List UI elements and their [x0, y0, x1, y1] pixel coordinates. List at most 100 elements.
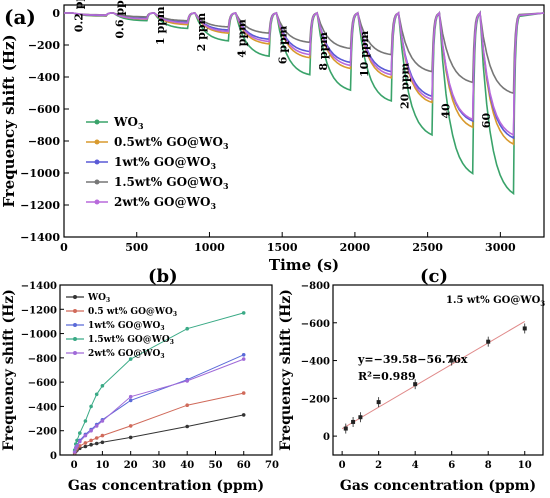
data-point-c [351, 419, 356, 424]
data-point-b [78, 444, 82, 448]
y-tick-label-b: 0 [50, 451, 57, 462]
y-tick-label-b: −600 [28, 378, 57, 389]
y-tick-label-b: −1200 [21, 305, 57, 316]
event-label-a: 1 ppm [154, 6, 167, 45]
y-axis-label-c: Frequency shift (Hz) [278, 289, 294, 451]
event-label-a: 4 ppm [236, 19, 249, 58]
y-tick-label-a: −800 [28, 135, 61, 148]
event-label-a: 40 [439, 103, 452, 119]
x-axis-label-c: Gas concentration (ppm) [340, 478, 536, 494]
event-label-a: 0.6 ppm [114, 0, 127, 39]
panel-c: 0 2 4 6 8 10 0 −200 −400 −600 −800 Gas concentratio… [278, 281, 545, 494]
data-point-b [89, 404, 93, 409]
data-point-b [100, 440, 105, 445]
x-tick-label-a: 2000 [340, 241, 371, 254]
data-point-b [185, 424, 189, 429]
legend-label-b: WO3 [87, 293, 110, 304]
data-point-b [78, 431, 82, 435]
y-tick-label-a: −1000 [20, 167, 60, 180]
y-axis-label-b: Frequency shift (Hz) [1, 289, 17, 451]
x-tick-label-b: 20 [124, 460, 138, 471]
series-line-b [74, 414, 244, 454]
x-tick-label-c: 2 [375, 460, 382, 471]
series-line-b [74, 312, 244, 451]
data-point-b [100, 419, 105, 423]
event-label-a: 6 ppm [276, 25, 289, 64]
data-point-b [83, 433, 88, 438]
data-point-b [241, 353, 246, 357]
data-point-b [83, 444, 88, 449]
y-tick-label-b: −800 [28, 354, 57, 365]
legend-label-a: 2wt% GO@WO3 [114, 195, 216, 211]
legend-marker-a [94, 119, 100, 125]
panel-a: 0 500 1000 1500 2000 2500 3000 0 −200 −400 −600 −80… [0, 0, 545, 274]
x-tick-label-a: 3000 [485, 241, 516, 254]
data-point-b [83, 419, 88, 423]
panel-label-b: (b) [148, 266, 178, 287]
y-tick-label-c: −800 [301, 281, 330, 292]
x-tick-label-b: 0 [71, 460, 78, 471]
y-tick-label-b: −200 [28, 427, 57, 438]
x-tick-label-c: 0 [339, 460, 346, 471]
data-point-b [72, 450, 77, 454]
plot-frame-a [63, 4, 545, 238]
y-tick-label-a: −1200 [20, 199, 60, 212]
data-point-c [343, 426, 348, 431]
y-axis-label-a: Frequency shift (Hz) [0, 34, 18, 207]
data-point-b [128, 394, 133, 399]
x-tick-label-b: 30 [152, 460, 166, 471]
plot-frame-c [332, 284, 544, 456]
x-tick-label-a: 500 [125, 241, 148, 254]
data-point-c [413, 382, 418, 387]
y-tick-label-b: −1400 [21, 281, 57, 292]
data-point-b [128, 357, 133, 361]
series-line-b [74, 358, 244, 453]
y-tick-label-c: −600 [301, 319, 330, 330]
data-point-b [128, 435, 133, 440]
legend-marker-a [94, 159, 100, 165]
legend-marker-b [73, 309, 77, 313]
event-label-a: 10 ppm [358, 30, 371, 77]
data-point-b [94, 441, 99, 446]
x-tick-label-c: 6 [448, 460, 455, 471]
data-point-b [241, 357, 246, 361]
data-point-b [241, 391, 246, 395]
event-label-a: 2 ppm [195, 13, 208, 52]
data-point-b [241, 413, 246, 417]
panel-b: 0 10 20 30 40 50 60 70 0 −200 −400 −600 −800 −1000 −12… [1, 281, 279, 494]
legend-marker-a [94, 199, 100, 205]
data-point-b [100, 433, 105, 438]
series-line-a [64, 10, 545, 137]
data-point-b [83, 441, 88, 445]
y-tick-label-b: −1000 [21, 330, 57, 341]
x-tick-label-a: 0 [60, 241, 68, 254]
x-tick-label-a: 1000 [194, 241, 225, 254]
data-point-b [100, 384, 105, 388]
legend-marker-b [73, 323, 77, 327]
x-tick-label-a: 1500 [267, 241, 298, 254]
data-point-b [94, 436, 99, 440]
data-point-b [89, 428, 93, 433]
legend-label-a: 1.5wt% GO@WO3 [114, 175, 229, 191]
legend-label-a: 0.5wt% GO@WO3 [114, 135, 229, 151]
legend-label-b: 1wt% GO@WO3 [88, 321, 165, 332]
data-point-b [185, 326, 189, 331]
x-tick-label-b: 40 [180, 460, 194, 471]
data-point-b [185, 379, 189, 383]
y-tick-label-a: 0 [52, 7, 60, 20]
y-tick-label-a: −400 [28, 71, 61, 84]
r2-c: R²=0.989 [358, 370, 416, 383]
y-tick-label-b: −400 [28, 402, 57, 413]
y-tick-label-c: 0 [323, 432, 330, 443]
x-tick-label-b: 10 [95, 460, 109, 471]
data-point-b [75, 438, 79, 443]
panel-label-a: (a) [4, 5, 36, 29]
event-label-a: 0.2 ppm [73, 0, 86, 32]
fit-line-c [341, 320, 525, 430]
y-tick-label-a: −600 [28, 103, 61, 116]
legend-marker-a [94, 179, 100, 185]
x-tick-label-c: 10 [518, 460, 532, 471]
data-point-c [449, 358, 454, 363]
y-tick-label-c: −400 [301, 357, 330, 368]
